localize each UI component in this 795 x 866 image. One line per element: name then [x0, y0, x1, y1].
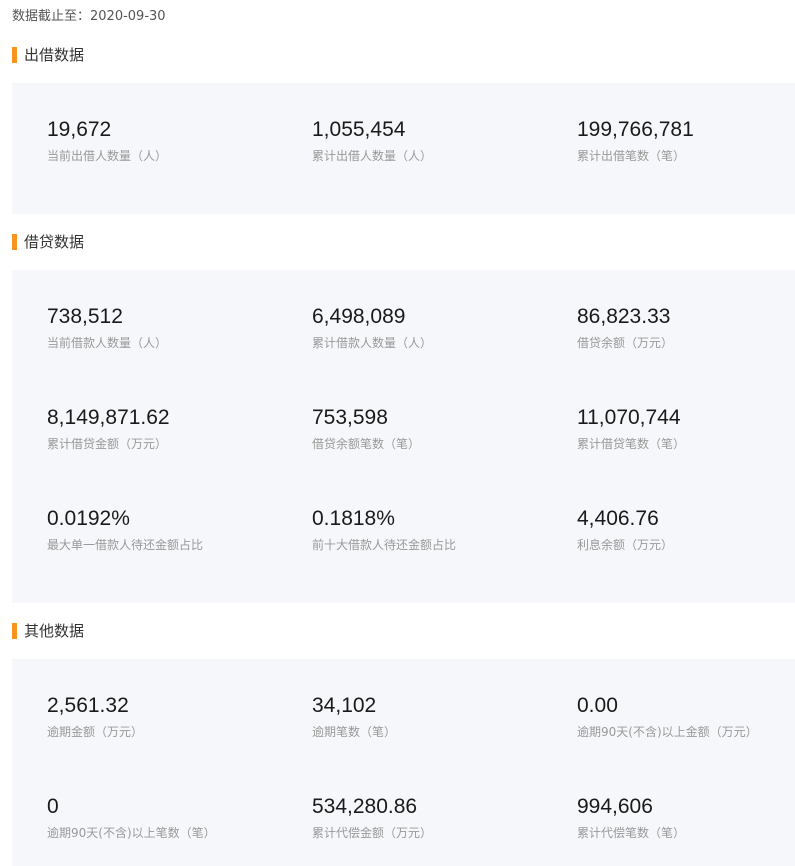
stat-label: 逾期90天(不含)以上笔数（笔） [47, 826, 216, 840]
stat-loan-balance: 86,823.33 借贷余额（万元） [577, 305, 795, 351]
stat-label: 累计代偿金额（万元） [312, 826, 433, 840]
stat-top10-borrowers-share: 0.1818% 前十大借款人待还金额占比 [312, 507, 552, 553]
stat-value: 4,406.76 [577, 507, 659, 530]
stat-value: 753,598 [312, 406, 388, 429]
stat-overdue-90-count: 0 逾期90天(不含)以上笔数（笔） [47, 795, 287, 841]
stat-overdue-count: 34,102 逾期笔数（笔） [312, 694, 552, 740]
section-title-label: 借贷数据 [24, 233, 85, 251]
stat-value: 0.0192% [47, 507, 130, 530]
stat-label: 累计出借人数量（人） [312, 149, 433, 163]
other-stats-panel: 2,561.32 逾期金额（万元） 34,102 逾期笔数（笔） 0.00 逾期… [12, 659, 795, 866]
stat-interest-balance: 4,406.76 利息余额（万元） [577, 507, 795, 553]
data-as-of-date: 数据截止至：2020-09-30 [12, 9, 166, 24]
stat-overdue-90-amount: 0.00 逾期90天(不含)以上金额（万元） [577, 694, 795, 740]
section-title-label: 其他数据 [24, 622, 85, 640]
stat-overdue-amount: 2,561.32 逾期金额（万元） [47, 694, 287, 740]
stat-label: 最大单一借款人待还金额占比 [47, 538, 204, 552]
stat-value: 11,070,744 [577, 406, 681, 429]
section-title-label: 出借数据 [24, 46, 85, 64]
stat-value: 19,672 [47, 118, 112, 141]
stat-value: 2,561.32 [47, 694, 129, 717]
stat-total-compensation-count: 994,606 累计代偿笔数（笔） [577, 795, 795, 841]
stat-value: 199,766,781 [577, 118, 694, 141]
section-title-loans: 借贷数据 [12, 233, 84, 251]
loan-stats-panel: 738,512 当前借款人数量（人） 6,498,089 累计借款人数量（人） … [12, 270, 795, 603]
stat-label: 借贷余额笔数（笔） [312, 437, 421, 451]
stat-total-loan-count: 11,070,744 累计借贷笔数（笔） [577, 406, 795, 452]
stat-label: 当前出借人数量（人） [47, 149, 168, 163]
stat-value: 34,102 [312, 694, 377, 717]
stat-total-borrowers: 6,498,089 累计借款人数量（人） [312, 305, 552, 351]
stat-value: 0 [47, 795, 59, 818]
stat-label: 借贷余额（万元） [577, 336, 674, 350]
stat-total-loan-amount: 8,149,871.62 累计借贷金额（万元） [47, 406, 287, 452]
section-title-lending: 出借数据 [12, 46, 84, 64]
stat-value: 86,823.33 [577, 305, 671, 328]
stat-value: 8,149,871.62 [47, 406, 170, 429]
section-title-other: 其他数据 [12, 622, 84, 640]
stat-label: 利息余额（万元） [577, 538, 674, 552]
stat-label: 累计代偿笔数（笔） [577, 826, 686, 840]
stat-total-lenders: 1,055,454 累计出借人数量（人） [312, 118, 552, 164]
stat-label: 前十大借款人待还金额占比 [312, 538, 457, 552]
stat-value: 6,498,089 [312, 305, 406, 328]
stat-loan-balance-count: 753,598 借贷余额笔数（笔） [312, 406, 552, 452]
stat-current-lenders: 19,672 当前出借人数量（人） [47, 118, 287, 164]
stat-value: 994,606 [577, 795, 653, 818]
stat-value: 0.1818% [312, 507, 395, 530]
stat-label: 逾期金额（万元） [47, 725, 144, 739]
stat-total-compensation-amount: 534,280.86 累计代偿金额（万元） [312, 795, 552, 841]
stat-total-lending-count: 199,766,781 累计出借笔数（笔） [577, 118, 795, 164]
stat-value: 534,280.86 [312, 795, 418, 818]
stat-label: 累计借贷笔数（笔） [577, 437, 686, 451]
stat-label: 累计出借笔数（笔） [577, 149, 686, 163]
stat-label: 当前借款人数量（人） [47, 336, 168, 350]
stat-value: 738,512 [47, 305, 123, 328]
lending-stats-panel: 19,672 当前出借人数量（人） 1,055,454 累计出借人数量（人） 1… [12, 83, 795, 214]
stat-value: 1,055,454 [312, 118, 406, 141]
section-accent-bar [12, 47, 17, 63]
stat-label: 累计借贷金额（万元） [47, 437, 168, 451]
stat-label: 逾期笔数（笔） [312, 725, 397, 739]
stat-label: 累计借款人数量（人） [312, 336, 433, 350]
stat-current-borrowers: 738,512 当前借款人数量（人） [47, 305, 287, 351]
stat-label: 逾期90天(不含)以上金额（万元） [577, 725, 758, 739]
stat-largest-borrower-share: 0.0192% 最大单一借款人待还金额占比 [47, 507, 287, 553]
section-accent-bar [12, 234, 17, 250]
section-accent-bar [12, 623, 17, 639]
stat-value: 0.00 [577, 694, 618, 717]
